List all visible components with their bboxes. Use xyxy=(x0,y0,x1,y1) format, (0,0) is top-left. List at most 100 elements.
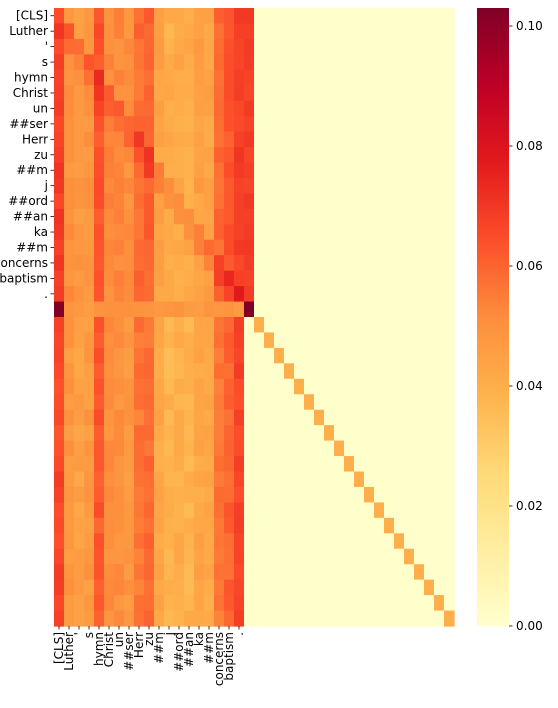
heatmap-cell xyxy=(244,23,255,40)
heatmap-cell xyxy=(74,564,85,581)
heatmap-cell xyxy=(54,270,65,287)
column-label: zu xyxy=(142,632,156,646)
heatmap-cell xyxy=(324,54,335,71)
heatmap-cell xyxy=(344,595,355,612)
heatmap-cell xyxy=(444,8,455,25)
heatmap-cell xyxy=(364,23,375,40)
heatmap-cell xyxy=(164,486,175,503)
heatmap-cells xyxy=(54,8,455,627)
heatmap-cell xyxy=(64,409,75,426)
heatmap-cell xyxy=(444,147,455,164)
heatmap-cell xyxy=(194,471,205,488)
heatmap-cell xyxy=(364,147,375,164)
heatmap-cell xyxy=(114,177,125,194)
heatmap-cell xyxy=(394,270,405,287)
heatmap-cell xyxy=(254,548,265,565)
heatmap-cell xyxy=(54,301,65,318)
heatmap-cell xyxy=(224,533,235,550)
colorbar-tick-label: 0.06 xyxy=(516,259,543,273)
heatmap-cell xyxy=(54,378,65,395)
heatmap-cell xyxy=(134,38,145,55)
heatmap-cell xyxy=(54,131,65,148)
heatmap-cell xyxy=(354,347,365,364)
heatmap-cell xyxy=(154,286,165,303)
heatmap-cell xyxy=(154,69,165,86)
heatmap-cell xyxy=(304,548,315,565)
heatmap-cell xyxy=(384,610,395,627)
heatmap-cell xyxy=(354,533,365,550)
heatmap-cell xyxy=(114,193,125,210)
colorbar-gradient xyxy=(477,8,509,626)
heatmap-cell xyxy=(134,332,145,349)
heatmap-cell xyxy=(184,456,195,473)
heatmap-cell xyxy=(404,239,415,256)
heatmap-cell xyxy=(314,131,325,148)
heatmap-cell xyxy=(334,177,345,194)
heatmap-cell xyxy=(384,409,395,426)
heatmap-cell xyxy=(364,471,375,488)
heatmap-cell xyxy=(414,255,425,272)
heatmap-cell xyxy=(74,332,85,349)
heatmap-cell xyxy=(384,595,395,612)
heatmap-cell xyxy=(404,301,415,318)
heatmap-cell xyxy=(164,224,175,241)
heatmap-cell xyxy=(344,116,355,133)
heatmap-cell xyxy=(344,579,355,596)
heatmap-cell xyxy=(374,85,385,102)
heatmap-cell xyxy=(344,394,355,411)
heatmap-cell xyxy=(184,23,195,40)
colorbar-tick-label: 0.10 xyxy=(516,19,543,33)
heatmap-cell xyxy=(414,486,425,503)
heatmap-cell xyxy=(424,378,435,395)
heatmap-cell xyxy=(344,147,355,164)
heatmap-cell xyxy=(434,610,445,627)
heatmap-cell xyxy=(264,85,275,102)
heatmap-cell xyxy=(114,270,125,287)
heatmap-cell xyxy=(324,100,335,117)
heatmap-cell xyxy=(154,224,165,241)
heatmap-cell xyxy=(254,502,265,519)
heatmap-cell xyxy=(174,378,185,395)
heatmap-cell xyxy=(254,224,265,241)
heatmap-cell xyxy=(154,38,165,55)
heatmap-cell xyxy=(374,332,385,349)
heatmap-cell xyxy=(354,564,365,581)
heatmap-cell xyxy=(434,378,445,395)
heatmap-cell xyxy=(304,69,315,86)
heatmap-cell xyxy=(444,38,455,55)
heatmap-cell xyxy=(264,332,275,349)
heatmap-cell xyxy=(414,347,425,364)
heatmap-cell xyxy=(174,595,185,612)
heatmap-cell xyxy=(224,100,235,117)
heatmap-cell xyxy=(214,332,225,349)
heatmap-cell xyxy=(204,162,215,179)
heatmap-cell xyxy=(124,610,135,627)
heatmap-cell xyxy=(174,85,185,102)
colorbar: 0.000.020.040.060.080.10 xyxy=(477,8,543,633)
heatmap-cell xyxy=(324,548,335,565)
heatmap-cell xyxy=(164,255,175,272)
heatmap-cell xyxy=(214,595,225,612)
heatmap-cell xyxy=(374,116,385,133)
heatmap-cell xyxy=(334,440,345,457)
heatmap-cell xyxy=(84,548,95,565)
heatmap-cell xyxy=(394,162,405,179)
heatmap-cell xyxy=(384,394,395,411)
heatmap-cell xyxy=(94,595,105,612)
heatmap-cell xyxy=(114,332,125,349)
heatmap-cell xyxy=(424,162,435,179)
heatmap-cell xyxy=(54,69,65,86)
heatmap-cell xyxy=(234,548,245,565)
heatmap-cell xyxy=(144,38,155,55)
heatmap-cell xyxy=(394,409,405,426)
heatmap-cell xyxy=(324,23,335,40)
heatmap-cell xyxy=(144,147,155,164)
heatmap-cell xyxy=(234,23,245,40)
heatmap-cell xyxy=(364,332,375,349)
heatmap-cell xyxy=(134,116,145,133)
heatmap-cell xyxy=(84,147,95,164)
heatmap-cell xyxy=(64,255,75,272)
heatmap-cell xyxy=(164,533,175,550)
heatmap-cell xyxy=(394,8,405,25)
heatmap-cell xyxy=(144,8,155,25)
